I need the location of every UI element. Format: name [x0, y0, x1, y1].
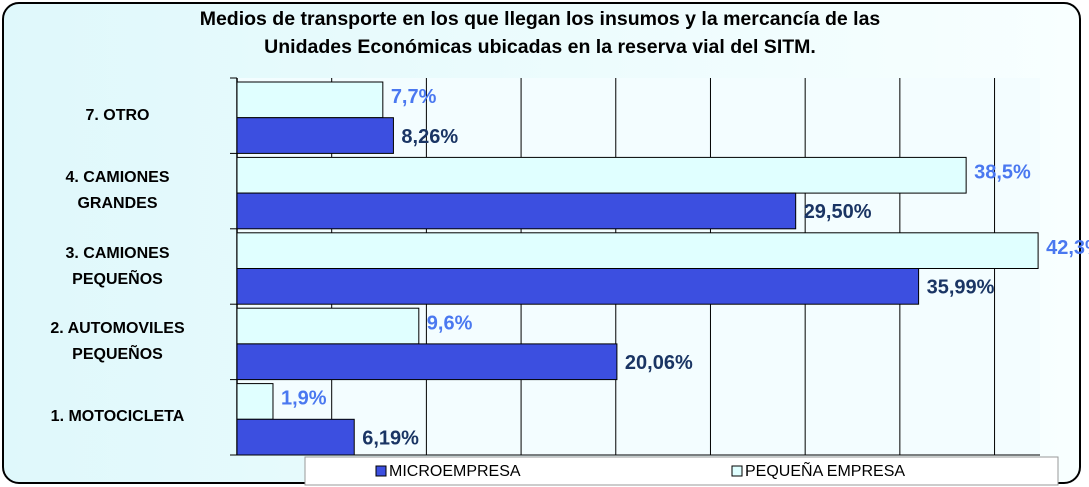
bar — [236, 418, 355, 456]
data-label: 7,7% — [391, 86, 437, 108]
data-label: 20,06% — [625, 352, 693, 374]
bar — [236, 156, 967, 194]
y-tick-label: 3. CAMIONES PEQUEÑOS — [65, 244, 170, 288]
data-label: 38,5% — [974, 162, 1031, 184]
y-tick-label: 7. OTRO — [85, 106, 150, 124]
data-label: 42,3% — [1046, 237, 1089, 259]
data-label: 9,6% — [427, 312, 473, 334]
chart-title: Medios de transporte en los que llegan l… — [200, 8, 881, 30]
legend-label: MICROEMPRESA — [389, 463, 521, 480]
data-label: 35,99% — [927, 277, 995, 299]
y-tick-label: 4. CAMIONES GRANDES — [65, 169, 170, 213]
bar — [236, 343, 618, 381]
chart-title: Unidades Económicas ubicadas en la reser… — [264, 36, 816, 58]
bar — [236, 81, 384, 119]
data-label: 8,26% — [401, 126, 458, 148]
bar — [236, 307, 420, 345]
y-tick-label: 2. AUTOMOVILES PEQUEÑOS — [50, 319, 185, 363]
bar — [236, 192, 797, 230]
bar — [236, 232, 1039, 270]
bar — [236, 383, 274, 420]
data-label: 6,19% — [362, 427, 419, 449]
legend-swatch — [731, 465, 743, 477]
legend-swatch — [375, 465, 387, 477]
legend-label: PEQUEÑA EMPRESA — [745, 460, 905, 480]
y-tick-label: 1. MOTOCICLETA — [50, 408, 185, 426]
data-label: 1,9% — [281, 388, 327, 410]
bar — [236, 117, 394, 154]
legend-box — [304, 456, 1059, 486]
bar — [236, 268, 920, 305]
data-label: 29,50% — [804, 201, 872, 223]
